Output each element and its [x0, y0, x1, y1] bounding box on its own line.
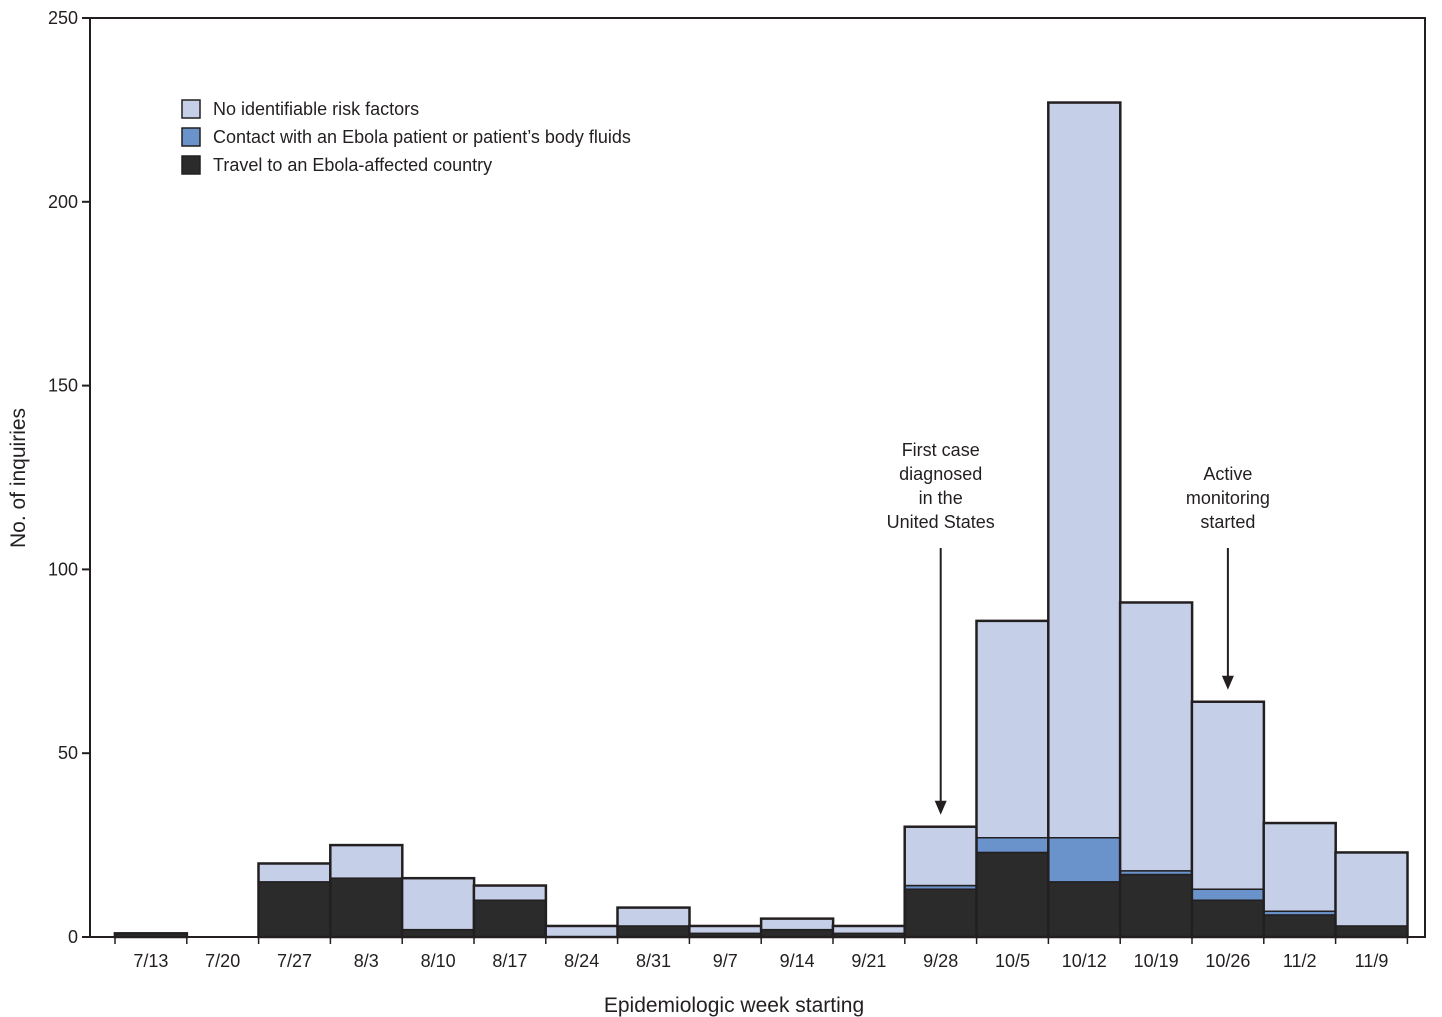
bar-segment-9-14-series-2	[760, 917, 834, 931]
bar-segment-10-5-series-2	[975, 620, 1050, 839]
bar-segment-10-12-series-2	[1047, 101, 1122, 839]
bar-segment-10-12-series-1	[1047, 836, 1122, 883]
y-tick-label: 0	[68, 927, 78, 947]
bar-segment-8-3-series-2	[329, 844, 404, 879]
x-tick-label-10-26: 10/26	[1205, 951, 1250, 971]
x-tick-label-10-12: 10/12	[1062, 951, 1107, 971]
bar-segment-10-26-series-0	[1191, 899, 1265, 938]
bar-segment-10-5-series-0	[975, 851, 1050, 938]
bars-layer	[113, 101, 1409, 939]
annotations: First case diagnosed in the United States Ac…	[887, 440, 1270, 815]
bar-segment-8-3-series-0	[329, 877, 404, 938]
x-tick-label-9-21: 9/21	[851, 951, 886, 971]
plot-frame	[89, 17, 1426, 938]
bar-segment-8-17-series-0	[473, 899, 547, 938]
bar-segment-9-28-series-2	[903, 825, 978, 887]
bar-segment-10-12-series-0	[1047, 881, 1122, 938]
axes-layer: 0 50 100 150 200 250 7/13 7/20 7/27 8/3 8/10 8/17 8/…	[48, 8, 1426, 971]
annotation-0-line-2: in the	[919, 488, 963, 508]
x-tick-label-8-10: 8/10	[421, 951, 456, 971]
x-tick-label-10-5: 10/5	[995, 951, 1030, 971]
annotation-0-line-3: United States	[887, 512, 995, 532]
annotation-1-line-1: monitoring	[1186, 488, 1270, 508]
y-tick-label: 250	[48, 8, 78, 28]
legend: No identifiable risk factors Contact with…	[181, 99, 631, 175]
bar-segment-7-27-series-2	[257, 862, 332, 883]
annotation-1-arrow-head	[1221, 675, 1234, 690]
x-tick-label-10-19: 10/19	[1134, 951, 1179, 971]
bar-segment-10-19-series-2	[1119, 601, 1193, 872]
x-tick-label-7-27: 7/27	[277, 951, 312, 971]
legend-label-0: Travel to an Ebola-affected country	[213, 155, 492, 175]
bar-segment-8-31-series-0	[616, 925, 691, 938]
x-tick-label-8-3: 8/3	[354, 951, 379, 971]
annotation-0-arrow-head	[934, 800, 947, 815]
x-tick-label-8-17: 8/17	[492, 951, 527, 971]
x-tick-label-7-13: 7/13	[133, 951, 168, 971]
annotation-0-line-0: First case	[902, 440, 980, 460]
bar-segment-11-9-series-2	[1334, 851, 1409, 927]
bar-segment-7-27-series-0	[257, 881, 332, 938]
x-tick-label-11-2: 11/2	[1283, 951, 1317, 971]
bar-segment-8-31-series-2	[616, 906, 691, 927]
x-axis-title: Epidemiologic week starting	[604, 994, 864, 1017]
bar-segment-9-28-series-0	[903, 888, 978, 938]
x-tick-label-9-7: 9/7	[713, 951, 738, 971]
annotation-1-line-0: Active	[1203, 464, 1252, 484]
bar-segment-8-10-series-2	[401, 877, 475, 931]
y-tick-label: 200	[48, 192, 78, 212]
y-axis-title: No. of inquiries	[7, 408, 30, 548]
bar-segment-11-9-series-0	[1334, 925, 1409, 938]
y-tick-label: 150	[48, 376, 78, 396]
legend-label-2: No identifiable risk factors	[213, 99, 419, 119]
x-tick-label-7-20: 7/20	[205, 951, 240, 971]
legend-swatch-2	[181, 99, 201, 119]
bar-segment-8-17-series-2	[473, 884, 547, 901]
x-tick-label-11-9: 11/9	[1355, 951, 1389, 971]
x-tick-label-9-14: 9/14	[780, 951, 815, 971]
annotation-1-line-2: started	[1200, 512, 1255, 532]
legend-label-1: Contact with an Ebola patient or patient…	[213, 127, 631, 147]
x-tick-label-8-31: 8/31	[636, 951, 671, 971]
bar-segment-10-5-series-1	[975, 836, 1050, 854]
y-tick-label: 100	[48, 559, 78, 579]
x-tick-label-9-28: 9/28	[923, 951, 958, 971]
bar-segment-11-2-series-0	[1262, 914, 1337, 938]
legend-swatch-0	[181, 155, 201, 175]
bar-segment-8-24-series-2	[544, 925, 619, 938]
bar-segment-10-26-series-1	[1191, 888, 1265, 901]
legend-swatch-1	[181, 127, 201, 147]
y-tick-label: 50	[58, 743, 78, 763]
annotation-0-line-1: diagnosed	[899, 464, 982, 484]
bar-segment-10-19-series-0	[1119, 873, 1193, 938]
bar-segment-11-2-series-2	[1262, 822, 1337, 913]
x-tick-label-8-24: 8/24	[564, 951, 599, 971]
bar-segment-10-26-series-2	[1191, 700, 1265, 890]
